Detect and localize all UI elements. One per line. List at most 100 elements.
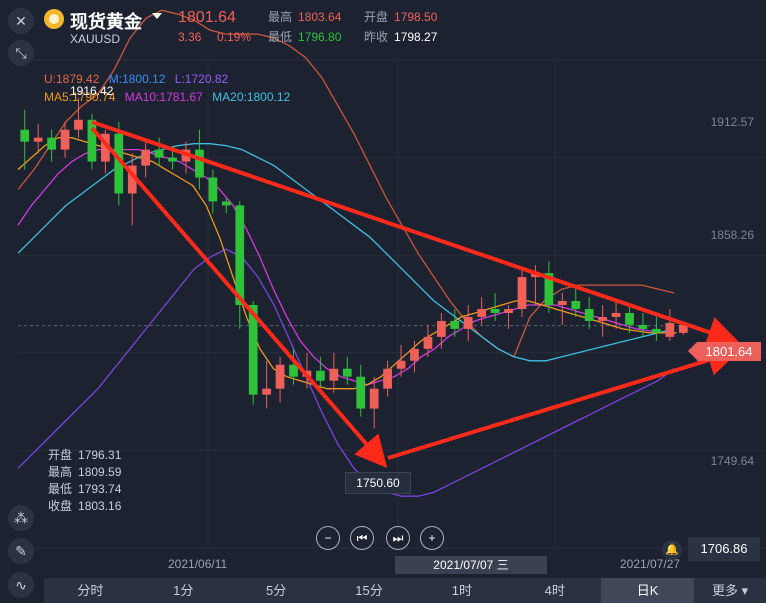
indicator-icon[interactable]: ⁂ [8, 505, 34, 531]
candle-body [154, 149, 164, 158]
candle-body [383, 368, 392, 389]
candle-body [114, 133, 124, 194]
ma5-value: MA5:1790.74 [44, 90, 116, 104]
instrument-title[interactable]: 现货黄金 [70, 12, 142, 32]
candle-body [33, 137, 43, 142]
ohlc-close: 收盘 1803.16 [48, 499, 122, 513]
candle-body [423, 336, 433, 349]
stat-open: 开盘 1798.50 [364, 10, 438, 24]
zoom-out-button[interactable]: − [316, 526, 340, 550]
tab-intraday[interactable]: 分时 [77, 583, 104, 598]
candle-body [450, 320, 460, 329]
skip-back-button[interactable]: ⏮ [350, 526, 374, 550]
boll-upper-line [17, 9, 675, 358]
zoom-in-button[interactable]: + [420, 526, 444, 550]
tab-4hour[interactable]: 4时 [544, 583, 565, 598]
tab-5min[interactable]: 5分 [266, 583, 287, 598]
price-axis-label: 1749.64 [710, 454, 754, 468]
candle-body [342, 368, 352, 377]
stat-low: 最低 1796.80 [268, 30, 342, 44]
candle-body [638, 324, 648, 329]
candle-body [100, 133, 110, 162]
quote-header: ✕ ⤡ 现货黄金 XAUUSD 1801.64 3.36 0.19% 最高 180… [0, 0, 766, 66]
high-price-callout: 1916.42 [70, 84, 114, 98]
annotation-arrow [91, 120, 740, 348]
boll-upper: U:1879.42 [44, 72, 100, 86]
candle-body [436, 320, 446, 337]
candle-body [598, 316, 608, 321]
boll-middle: M:1800.12 [108, 72, 166, 86]
candle-body [517, 277, 527, 309]
candle-body [571, 301, 581, 309]
candle-body [463, 316, 473, 329]
more-tab[interactable]: 更多 ▾ [711, 583, 749, 598]
candle-body [208, 177, 218, 202]
collapse-icon[interactable]: ⤡ [8, 40, 34, 66]
candle-body [141, 149, 151, 166]
ma-legend: MA5:1790.74 MA10:1781.67 MA20:1800.12 [44, 90, 290, 104]
ma20-line [17, 143, 675, 362]
line-chart-icon[interactable]: ∿ [8, 572, 34, 598]
candle-body [410, 348, 419, 361]
candle-body [369, 388, 379, 409]
boll-lower: L:1720.82 [174, 72, 229, 86]
candle-body [235, 205, 245, 305]
low-price-callout: 1750.60 [345, 472, 411, 494]
tab-daily[interactable]: 日K [601, 578, 695, 603]
ohlc-open: 开盘 1796.31 [48, 448, 122, 462]
boll-legend: U:1879.42 M:1800.12 L:1720.82 [44, 72, 228, 86]
close-icon[interactable]: ✕ [8, 8, 34, 34]
ma10-value: MA10:1781.67 [124, 90, 203, 104]
stat-high: 最高 1803.64 [268, 10, 342, 24]
draw-pen-icon[interactable]: ✎ [8, 538, 34, 564]
tab-1min[interactable]: 1分 [173, 583, 194, 598]
candle-body [248, 304, 258, 395]
gold-coin-icon [44, 9, 64, 29]
candle-body [195, 149, 204, 178]
candle-body [544, 273, 554, 305]
candle-body [47, 137, 56, 150]
candle-body [87, 119, 97, 162]
candle-body [60, 129, 70, 150]
last-price: 1801.64 [178, 9, 236, 26]
candle-body [20, 129, 30, 142]
last-price-tag: 1801.64 [688, 342, 761, 361]
tab-1hour[interactable]: 1时 [451, 583, 472, 598]
candle-body [678, 324, 688, 333]
candle-body [316, 370, 325, 381]
annotation-arrow [387, 344, 740, 460]
candle-body [504, 308, 513, 313]
candle-body [584, 308, 594, 321]
ohlc-high: 最高 1809.59 [48, 465, 122, 479]
chevron-down-icon[interactable] [152, 13, 162, 19]
bell-icon[interactable]: 🔔 [662, 540, 682, 560]
boll-lower-line [17, 248, 675, 497]
price-change-percent: 0.19% [217, 30, 252, 44]
candle-body [221, 201, 231, 206]
x-axis-date: 2021/06/11 [168, 557, 228, 571]
candle-body [665, 322, 675, 337]
ma5-line [17, 137, 677, 390]
instrument-symbol: XAUUSD [70, 32, 121, 46]
candle-body [396, 360, 406, 369]
price-axis-label: 1858.26 [710, 228, 754, 242]
tab-15min[interactable]: 15分 [355, 583, 383, 598]
candle-body [611, 312, 621, 317]
candle-body [625, 312, 634, 325]
ohlc-low: 最低 1793.74 [48, 482, 122, 496]
x-axis-date: 2021/07/27 [620, 557, 681, 571]
candle-body [652, 328, 661, 333]
candle-body [127, 165, 137, 194]
price-change: 3.36 [178, 30, 202, 44]
candle-body [275, 364, 285, 389]
ohlc-readout: 开盘 1796.31 最高 1809.59 最低 1793.74 收盘 1803.16 [48, 447, 121, 515]
price-axis-label: 1912.57 [710, 115, 754, 129]
candle-body [329, 368, 339, 381]
stat-prev-close: 昨收 1798.27 [364, 30, 438, 44]
candle-body [262, 388, 272, 395]
skip-forward-button[interactable]: ⏭ [386, 526, 410, 550]
candle-body [356, 376, 366, 409]
candle-body [74, 119, 83, 130]
